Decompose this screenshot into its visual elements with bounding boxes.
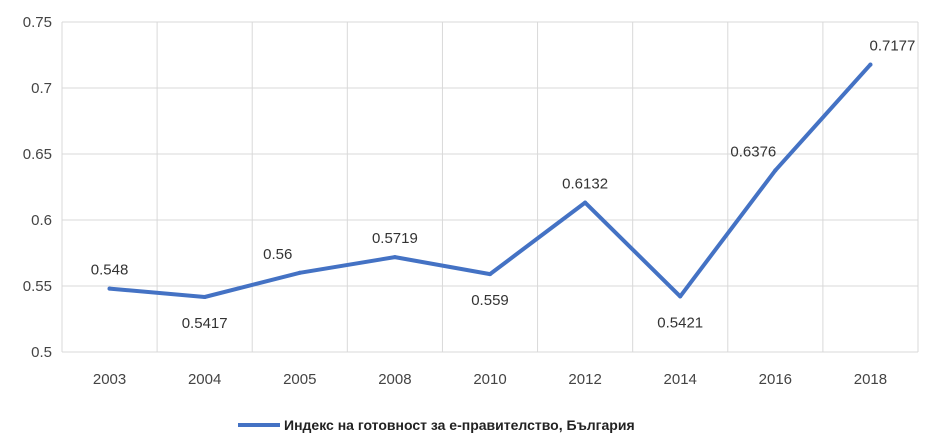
data-label: 0.56: [263, 246, 292, 263]
data-label: 0.7177: [869, 38, 915, 55]
y-tick-label: 0.55: [23, 278, 52, 295]
x-axis: 2003 2004 2005 2008 2010 2012 2014 2016 2018: [93, 371, 887, 388]
data-point: [107, 286, 112, 291]
data-label: 0.548: [91, 262, 129, 279]
data-label: 0.5417: [182, 315, 228, 332]
y-tick-label: 0.7: [31, 80, 52, 97]
data-point: [297, 270, 302, 275]
data-label: 0.5719: [372, 230, 418, 247]
legend: Индекс на готовност за е-правителство, Б…: [238, 417, 635, 433]
data-labels: 0.548 0.5417 0.56 0.5719 0.559 0.6132 0.5421 0.…: [91, 38, 916, 332]
data-point: [773, 168, 778, 173]
legend-label: Индекс на готовност за е-правителство, Б…: [284, 417, 635, 433]
series-line: [107, 62, 873, 299]
y-tick-label: 0.5: [31, 344, 52, 361]
data-label: 0.559: [471, 292, 509, 309]
data-point: [392, 255, 397, 260]
x-tick-label: 2005: [283, 371, 316, 388]
x-tick-label: 2004: [188, 371, 221, 388]
series-layer: [107, 62, 873, 299]
y-tick-label: 0.65: [23, 146, 52, 163]
x-tick-label: 2003: [93, 371, 126, 388]
x-tick-label: 2008: [378, 371, 411, 388]
data-point: [202, 294, 207, 299]
x-tick-label: 2014: [664, 371, 697, 388]
grid: [61, 21, 919, 353]
data-label: 0.6132: [562, 176, 608, 193]
y-tick-label: 0.6: [31, 212, 52, 229]
x-tick-label: 2016: [759, 371, 792, 388]
data-point: [583, 200, 588, 205]
x-tick-label: 2012: [568, 371, 601, 388]
y-axis: 0.5 0.55 0.6 0.65 0.7 0.75: [23, 14, 52, 361]
x-tick-label: 2018: [854, 371, 887, 388]
x-tick-label: 2010: [473, 371, 506, 388]
data-point: [488, 272, 492, 277]
data-point: [868, 62, 873, 67]
data-point: [678, 294, 683, 299]
y-tick-label: 0.75: [23, 14, 52, 31]
data-label: 0.5421: [657, 314, 703, 331]
data-label: 0.6376: [730, 143, 776, 160]
